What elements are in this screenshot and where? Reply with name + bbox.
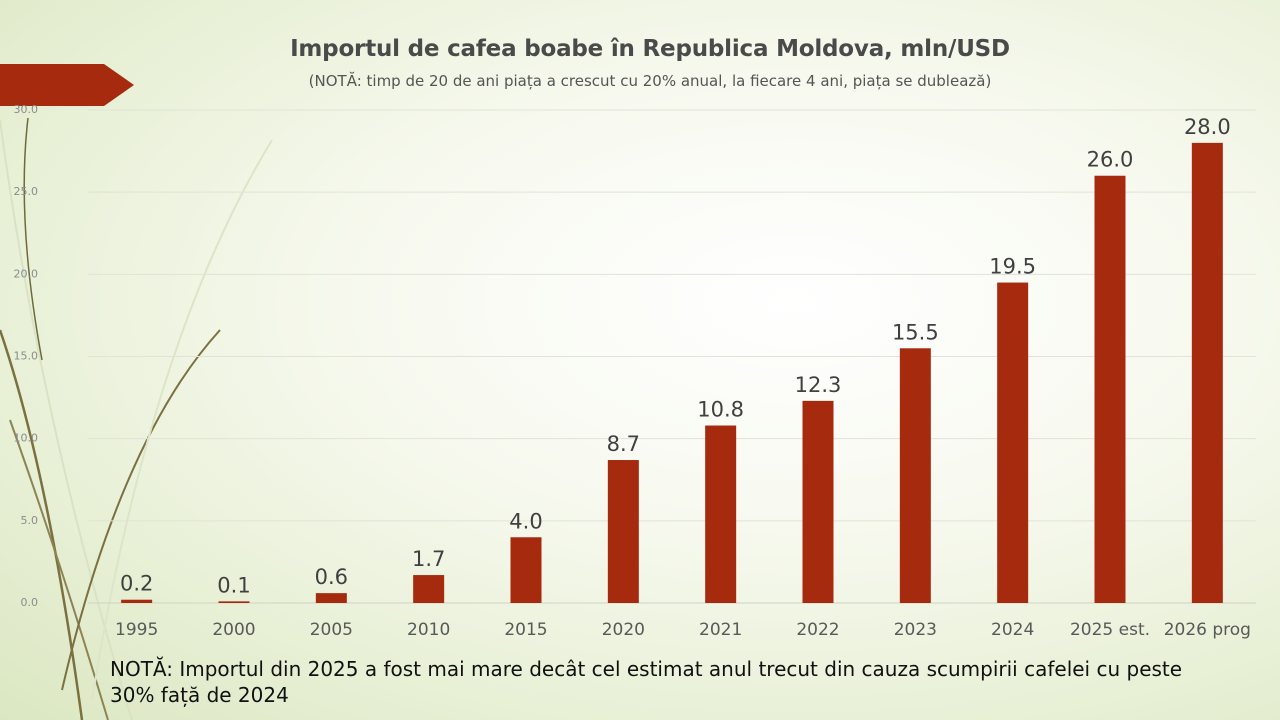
bar: [1094, 175, 1126, 603]
decorative-curve: [91, 139, 273, 701]
y-tick-label: 10.0: [14, 432, 39, 445]
data-label: 1.7: [412, 547, 445, 571]
bar: [802, 400, 834, 603]
x-tick-label: 2005: [310, 620, 353, 640]
x-tick-label: 2020: [602, 620, 645, 640]
bar: [1191, 142, 1223, 603]
data-label: 12.3: [795, 373, 842, 397]
accent-arrow-banner: [0, 64, 134, 106]
x-tick-label: 2000: [212, 620, 255, 640]
x-tick-label: 2022: [796, 620, 839, 640]
data-label: 8.7: [607, 432, 640, 456]
bar: [899, 348, 931, 603]
decorative-curve: [23, 117, 43, 361]
bar: [510, 537, 542, 603]
accent-arrow-shape: [0, 64, 134, 106]
x-tick-label: 1995: [115, 620, 158, 640]
decorative-curve: [0, 119, 133, 720]
x-tick-label: 2024: [991, 620, 1034, 640]
y-tick-label: 0.0: [21, 596, 39, 609]
chart-subtitle: (NOTĂ: timp de 20 de ani piața a crescut…: [308, 72, 992, 90]
gridlines: [88, 109, 1256, 604]
x-tick-label: 2026 prog: [1164, 620, 1251, 640]
y-tick-label: 25.0: [14, 185, 39, 198]
bars: [121, 142, 1223, 603]
data-label: 19.5: [989, 255, 1036, 279]
decorative-curve: [0, 329, 84, 720]
bar: [705, 425, 737, 603]
data-label: 0.2: [120, 572, 153, 596]
x-tick-label: 2015: [504, 620, 547, 640]
bar: [607, 460, 639, 603]
bar: [218, 601, 250, 603]
bar: [997, 282, 1029, 603]
data-label: 4.0: [509, 509, 542, 533]
decorative-curve: [61, 329, 221, 691]
value-labels: 0.2 0.1 0.6 1.7 4.0 8.7 10.8 12.3 15.5 19.5 26.0 28…: [120, 115, 1231, 597]
data-label: 26.0: [1087, 148, 1134, 172]
chart-title: Importul de cafea boabe în Republica Mol…: [290, 36, 1010, 62]
data-label: 15.5: [892, 320, 939, 344]
y-tick-label: 20.0: [14, 267, 39, 280]
bar: [121, 599, 153, 603]
footnote: NOTĂ: Importul din 2025 a fost mai mare …: [110, 657, 1183, 707]
data-label: 0.6: [315, 565, 348, 589]
y-axis-ticks: 0.0 5.0 10.0 15.0 20.0 25.0 30.0: [14, 103, 39, 609]
y-tick-label: 5.0: [21, 514, 39, 527]
data-label: 0.1: [217, 573, 250, 597]
y-tick-label: 15.0: [14, 350, 39, 363]
x-axis-labels: 1995 2000 2005 2010 2015 2020 2021 2022 2023 2024…: [115, 620, 1251, 640]
y-tick-label: 30.0: [14, 103, 39, 116]
x-tick-label: 2010: [407, 620, 450, 640]
bar: [413, 575, 445, 603]
x-tick-label: 2025 est.: [1070, 620, 1150, 640]
x-tick-label: 2023: [894, 620, 937, 640]
data-label: 28.0: [1184, 115, 1231, 139]
bar: [315, 593, 347, 603]
data-label: 10.8: [697, 398, 744, 422]
x-tick-label: 2021: [699, 620, 742, 640]
